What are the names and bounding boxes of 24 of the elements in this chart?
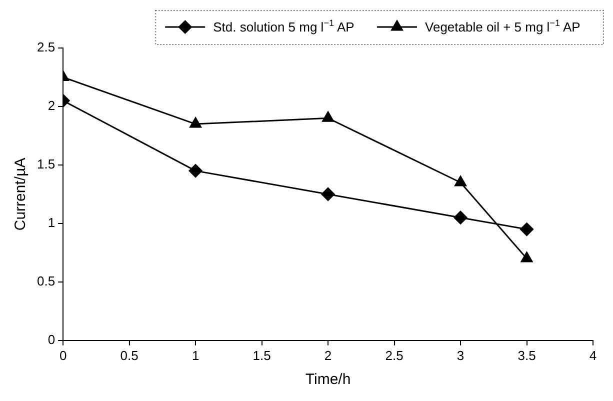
point xyxy=(520,222,534,236)
x-tick-label: 3.5 xyxy=(518,348,536,363)
point xyxy=(322,111,334,122)
point xyxy=(188,164,202,178)
x-tick-label: 2 xyxy=(324,348,332,363)
y-axis-title: Current/µA xyxy=(12,158,30,231)
point xyxy=(321,187,335,201)
y-tick-label: 1 xyxy=(48,215,56,230)
point xyxy=(454,210,468,224)
x-tick-label: 0 xyxy=(59,348,67,363)
x-tick-label: 4 xyxy=(589,348,597,363)
y-tick-label: 1.5 xyxy=(36,156,56,172)
y-tick-label: 0.5 xyxy=(36,274,56,288)
x-tick-label: 2.5 xyxy=(385,348,404,363)
y-tick-label: 2 xyxy=(48,98,56,114)
x-tick-label: 3 xyxy=(456,348,464,363)
x-tick-label: 0.5 xyxy=(120,348,138,363)
x-tick-label: 1 xyxy=(192,348,200,363)
y-tick-label: 0 xyxy=(48,332,56,347)
point xyxy=(454,176,466,186)
x-tick-label: 1.5 xyxy=(252,348,271,363)
x-axis-title: Time/h xyxy=(305,371,351,388)
point xyxy=(190,117,202,128)
y-tick-label: 2.5 xyxy=(36,40,56,55)
